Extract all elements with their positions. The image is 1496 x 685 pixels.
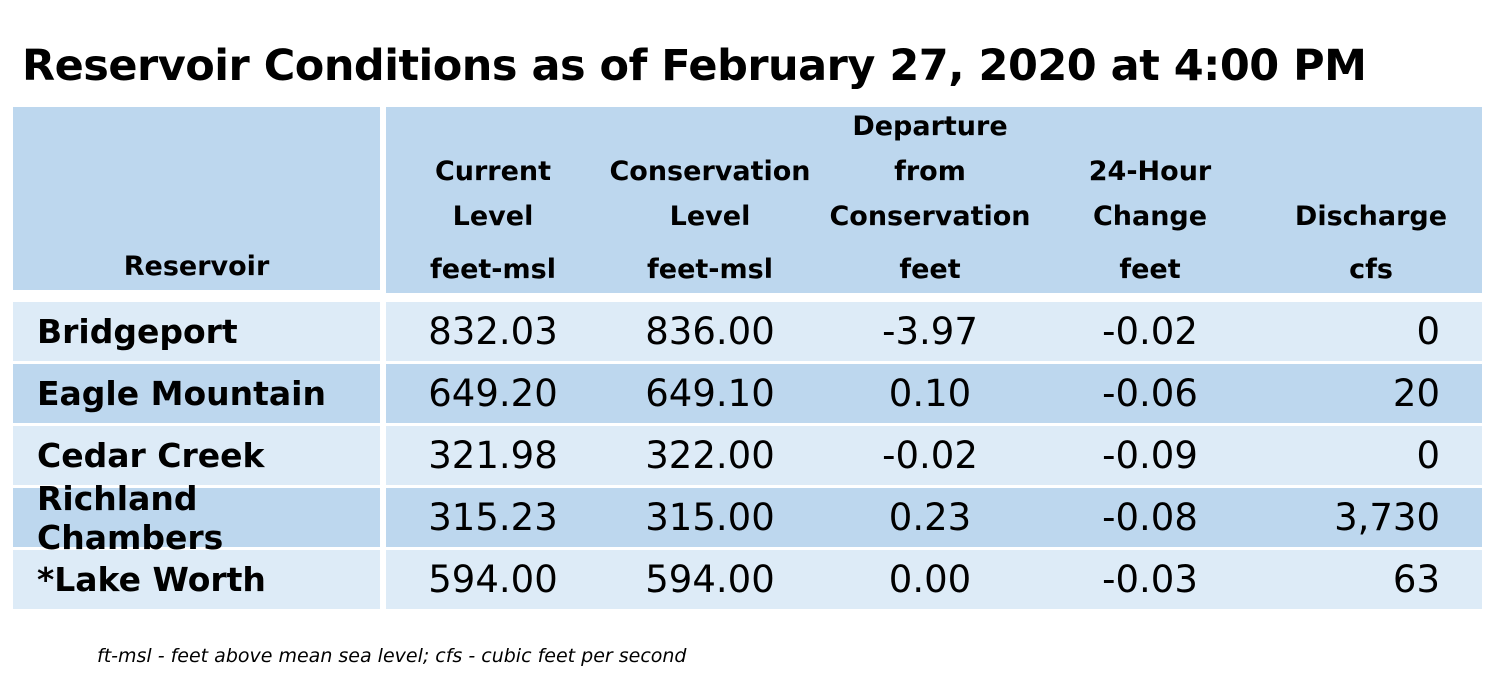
header-conservation-line2: Level [669, 201, 751, 232]
current-level: 594.00 [380, 550, 600, 609]
current-level: 315.23 [380, 488, 600, 547]
discharge: 3,730 [1260, 488, 1482, 547]
change-24h: -0.09 [1040, 426, 1260, 485]
header-cell-departure: Departure from Conservation [820, 107, 1040, 245]
reservoir-table: Current Level Conservation Level Departure… [13, 107, 1482, 609]
conservation-level: 315.00 [600, 488, 820, 547]
unit-discharge: cfs [1260, 245, 1482, 293]
header-change-line1: 24-Hour [1088, 156, 1212, 187]
header-cell-discharge: Discharge [1260, 107, 1482, 245]
discharge: 20 [1260, 364, 1482, 423]
discharge: 0 [1260, 302, 1482, 361]
header-departure-line2: from [894, 156, 966, 187]
conservation-level: 649.10 [600, 364, 820, 423]
page-title: Reservoir Conditions as of February 27, … [22, 41, 1367, 91]
reservoir-name: *Lake Worth [13, 550, 380, 609]
table-units-row: Reservoir feet-msl feet-msl feet feet cf… [13, 242, 1482, 293]
header-change-line2: Change [1092, 201, 1208, 232]
change-24h: -0.06 [1040, 364, 1260, 423]
reservoir-name: Cedar Creek [13, 426, 380, 485]
departure: 0.00 [820, 550, 1040, 609]
current-level: 649.20 [380, 364, 600, 423]
departure: -0.02 [820, 426, 1040, 485]
header-current-line2: Level [452, 201, 534, 232]
table-row: *Lake Worth 594.00 594.00 0.00 -0.03 63 [13, 547, 1482, 609]
reservoir-name: Eagle Mountain [13, 364, 380, 423]
unit-departure: feet [820, 245, 1040, 293]
conservation-level: 836.00 [600, 302, 820, 361]
header-departure-line3: Conservation [829, 201, 1031, 232]
table-header-row: Current Level Conservation Level Departure… [13, 107, 1482, 245]
footnote: ft-msl - feet above mean sea level; cfs … [97, 645, 687, 667]
change-24h: -0.03 [1040, 550, 1260, 609]
unit-current: feet-msl [380, 245, 600, 293]
conservation-level: 322.00 [600, 426, 820, 485]
header-cell-current: Current Level [380, 107, 600, 245]
header-cell-reservoir [13, 107, 380, 245]
header-conservation-line1: Conservation [609, 156, 811, 187]
header-current-line1: Current [434, 156, 552, 187]
reservoir-name: Richland Chambers [13, 479, 380, 557]
change-24h: -0.08 [1040, 488, 1260, 547]
header-departure-line1: Departure [852, 111, 1008, 142]
header-discharge-label: Discharge [1294, 201, 1448, 232]
current-level: 321.98 [380, 426, 600, 485]
table-row: Bridgeport 832.03 836.00 -3.97 -0.02 0 [13, 302, 1482, 361]
current-level: 832.03 [380, 302, 600, 361]
unit-conservation: feet-msl [600, 245, 820, 293]
conservation-level: 594.00 [600, 550, 820, 609]
departure: 0.23 [820, 488, 1040, 547]
header-cell-change: 24-Hour Change [1040, 107, 1260, 245]
departure: 0.10 [820, 364, 1040, 423]
discharge: 0 [1260, 426, 1482, 485]
discharge: 63 [1260, 550, 1482, 609]
reservoir-name: Bridgeport [13, 302, 380, 361]
unit-change: feet [1040, 245, 1260, 293]
header-cell-conservation: Conservation Level [600, 107, 820, 245]
header-reservoir-label: Reservoir [13, 242, 380, 290]
table-row: Richland Chambers 315.23 315.00 0.23 -0.… [13, 479, 1482, 557]
departure: -3.97 [820, 302, 1040, 361]
change-24h: -0.02 [1040, 302, 1260, 361]
table-row: Cedar Creek 321.98 322.00 -0.02 -0.09 0 [13, 423, 1482, 485]
table-row: Eagle Mountain 649.20 649.10 0.10 -0.06 … [13, 361, 1482, 423]
